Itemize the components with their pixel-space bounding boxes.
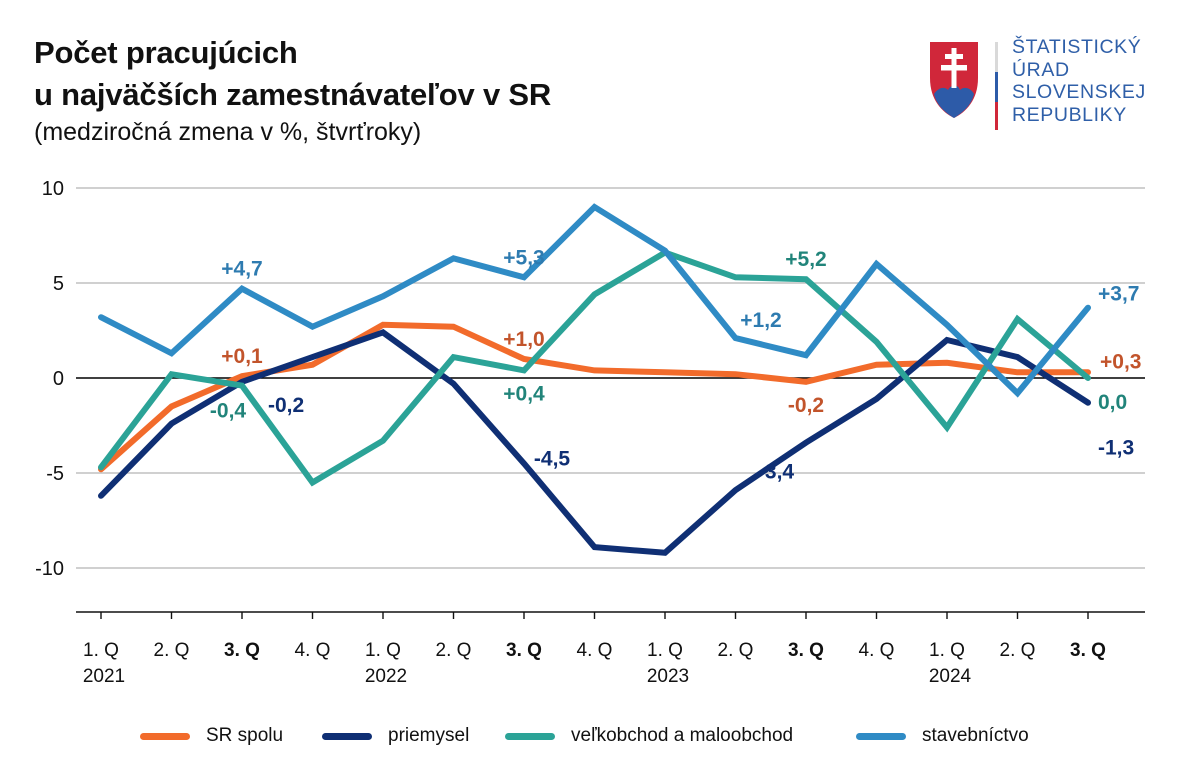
data-label: +0,1 xyxy=(221,345,263,368)
x-tick-label: 3. Q xyxy=(224,640,260,661)
data-label: +0,4 xyxy=(503,382,545,405)
x-tick-label: 1. Q xyxy=(365,640,401,661)
x-tick-label: 4. Q xyxy=(295,640,331,661)
x-tick-label: 2. Q xyxy=(718,640,754,661)
legend-item-stavebnictvo: stavebníctvo xyxy=(856,722,1029,750)
shield-hills xyxy=(934,85,974,118)
legend-item-sr-spolu: SR spolu xyxy=(140,722,283,750)
y-tick-label: -5 xyxy=(46,463,64,485)
legend-label: stavebníctvo xyxy=(922,725,1029,746)
x-year-label: 2022 xyxy=(365,666,407,687)
legend-item-velkobchod-a-maloobchod: veľkobchod a maloobchod xyxy=(505,722,793,750)
slovak-coat-of-arms-icon xyxy=(930,42,998,130)
line-chart: 10 5 0 -5 -10 1. Q 2021 2. Q 3. Q 4. Q 1. Q 2022 2.… xyxy=(35,178,1145,687)
data-label: -1,3 xyxy=(1098,437,1134,460)
x-tick-label: 3. Q xyxy=(788,640,824,661)
legend: SR spolu priemysel veľkobchod a maloobch… xyxy=(0,722,1182,752)
logo-line: REPUBLIKY xyxy=(1012,103,1127,126)
legend-label: veľkobchod a maloobchod xyxy=(571,725,794,746)
chart-title-line-2: u najväčších zamestnávateľov v SR xyxy=(34,77,552,112)
grid: 10 5 0 -5 -10 xyxy=(35,178,1145,580)
x-tick-label: 1. Q xyxy=(83,640,119,661)
data-label: +1,0 xyxy=(503,328,544,351)
x-tick-label: 4. Q xyxy=(859,640,895,661)
y-tick-label: 0 xyxy=(53,368,64,390)
x-tick-label: 2. Q xyxy=(1000,640,1036,661)
chart-subtitle: (medziročná zmena v %, štvrťroky) xyxy=(34,118,422,146)
data-label: -4,5 xyxy=(534,448,571,471)
legend-swatch xyxy=(856,732,906,740)
legend-swatch xyxy=(505,732,555,740)
data-label: +5,2 xyxy=(785,248,826,271)
x-tick-label: 4. Q xyxy=(577,640,613,661)
x-tick-label: 3. Q xyxy=(1070,640,1106,661)
x-tick-label: 2. Q xyxy=(436,640,472,661)
x-tick-label: 2. Q xyxy=(154,640,190,661)
x-tick-label: 1. Q xyxy=(647,640,683,661)
legend-swatch xyxy=(322,732,372,740)
y-tick-label: -10 xyxy=(35,558,64,580)
data-label: -0,2 xyxy=(268,394,304,417)
logo-line: ŠTATISTICKÝ xyxy=(1012,36,1142,58)
data-labels: +4,7 +0,1 -0,2 -0,4 +5,3 +1,0 +0,4 -4,5 +5,2 +1,2… xyxy=(210,246,1142,483)
data-label: +0,3 xyxy=(1100,350,1141,373)
legend-label: priemysel xyxy=(388,725,470,746)
chart-title: Počet pracujúcich u najväčších zamestnáv… xyxy=(34,32,551,116)
data-label: -0,2 xyxy=(788,394,824,417)
y-tick-label: 10 xyxy=(42,178,64,200)
logo-line: SLOVENSKEJ xyxy=(1012,81,1146,103)
x-axis: 1. Q 2021 2. Q 3. Q 4. Q 1. Q 2022 2. Q 3. Q 4. Q… xyxy=(76,611,1145,687)
logo-line: ÚRAD xyxy=(1012,58,1070,81)
data-label: -0,4 xyxy=(210,400,247,423)
x-tick-label: 3. Q xyxy=(506,640,542,661)
x-year-label: 2023 xyxy=(647,666,689,687)
data-label: +1,2 xyxy=(740,309,781,332)
legend-label: SR spolu xyxy=(206,725,284,746)
double-cross xyxy=(941,48,967,88)
legend-swatch xyxy=(140,732,190,740)
tricolor-white xyxy=(995,42,998,72)
y-tick-label: 5 xyxy=(53,273,64,295)
x-year-label: 2024 xyxy=(929,666,972,687)
logo-text: ŠTATISTICKÝ ÚRAD SLOVENSKEJ REPUBLIKY xyxy=(1012,36,1146,126)
data-label: +3,7 xyxy=(1098,283,1139,306)
tricolor-blue xyxy=(995,72,998,102)
series-lines xyxy=(98,203,1091,556)
data-label: 0,0 xyxy=(1098,391,1127,414)
data-label: +5,3 xyxy=(503,246,544,269)
chart-title-line-1: Počet pracujúcich xyxy=(34,35,298,70)
x-tick-label: 1. Q xyxy=(929,640,965,661)
tricolor-red xyxy=(995,102,998,130)
data-label: -3,4 xyxy=(758,461,795,484)
x-year-label: 2021 xyxy=(83,666,125,687)
data-label: +4,7 xyxy=(221,258,262,281)
legend-item-priemysel: priemysel xyxy=(322,722,469,750)
